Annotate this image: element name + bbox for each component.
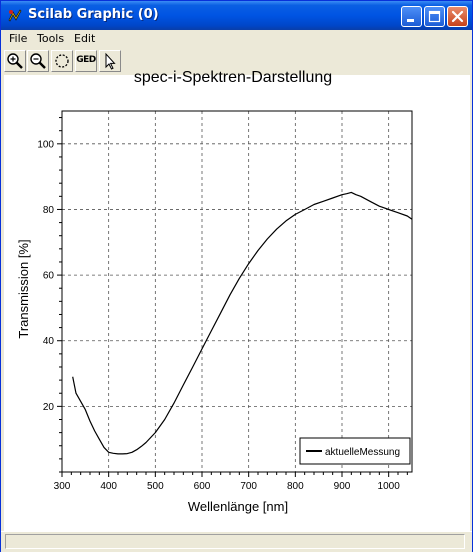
- grid-lines: [62, 111, 412, 472]
- x-tick-label: 500: [147, 481, 164, 492]
- title-bar[interactable]: Scilab Graphic (0): [1, 1, 472, 30]
- status-field: [5, 534, 465, 549]
- y-axis-label: Transmission [%]: [16, 239, 31, 338]
- y-tick-label: 80: [43, 205, 55, 216]
- menu-file[interactable]: File: [9, 32, 28, 45]
- close-button[interactable]: [447, 6, 468, 27]
- legend-label: aktuelleMessung: [325, 447, 400, 458]
- window-title: Scilab Graphic (0): [28, 7, 159, 22]
- scilab-app-icon: [8, 9, 22, 22]
- zoom-in-icon: [7, 53, 23, 69]
- minimize-icon: [407, 19, 414, 22]
- ged-label: GED: [76, 55, 96, 65]
- x-tick-label: 300: [54, 481, 71, 492]
- x-axis-label: Wellenlänge [nm]: [188, 499, 288, 514]
- menu-bar: File Tools Edit: [1, 30, 472, 48]
- zoom-out-icon: [30, 53, 46, 69]
- close-icon: [451, 10, 464, 23]
- y-tick-label: 20: [43, 402, 55, 413]
- toolbar: GED: [1, 48, 472, 75]
- x-tick-label: 1000: [378, 481, 401, 492]
- ged-button[interactable]: GED: [75, 50, 97, 72]
- series-line-aktuelleMessung: [72, 191, 413, 455]
- y-tick-label: 100: [37, 139, 54, 150]
- chart-title: spec-i-Spektren-Darstellung: [134, 69, 332, 86]
- rotate-icon: [55, 54, 69, 68]
- y-tick-label: 60: [43, 271, 55, 282]
- x-tick-label: 800: [287, 481, 304, 492]
- status-bar: [1, 531, 472, 552]
- pointer-icon: [105, 52, 116, 70]
- axis-ticks: 300 400 500 600 700 800 900 1000 20 40 60 80 100: [37, 117, 408, 492]
- plot-area-frame: [61, 110, 413, 473]
- maximize-icon: [428, 10, 441, 23]
- menu-edit[interactable]: Edit: [74, 32, 96, 45]
- zoom-out-button[interactable]: [27, 50, 49, 72]
- menu-tools[interactable]: Tools: [37, 32, 65, 45]
- x-tick-label: 700: [240, 481, 257, 492]
- x-tick-label: 600: [194, 481, 211, 492]
- series-layer: [72, 191, 413, 455]
- pointer-button[interactable]: [99, 50, 121, 72]
- minimize-button[interactable]: [401, 6, 422, 27]
- plot-canvas[interactable]: spec-i-Spektren-Darstellung 300 400 500 600…: [4, 49, 470, 531]
- y-tick-label: 40: [43, 336, 55, 347]
- x-tick-label: 900: [334, 481, 351, 492]
- x-tick-label: 400: [100, 481, 117, 492]
- maximize-button[interactable]: [424, 6, 445, 27]
- zoom-in-button[interactable]: [4, 50, 26, 72]
- rotate-button[interactable]: [51, 50, 73, 72]
- legend: aktuelleMessung: [299, 437, 411, 465]
